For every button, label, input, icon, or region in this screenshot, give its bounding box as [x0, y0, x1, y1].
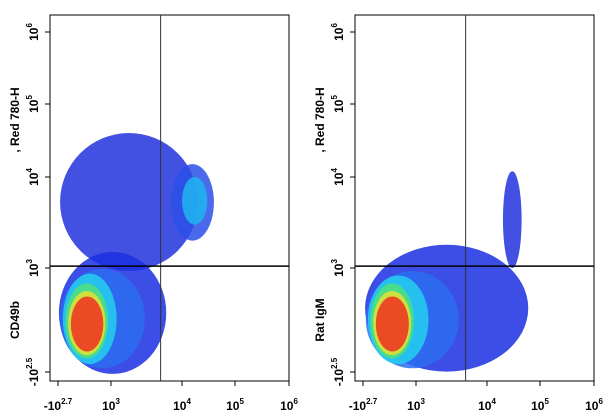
tick-base: 10: [102, 399, 116, 413]
y-tick-label: -102.5: [25, 357, 41, 386]
density-region: [70, 296, 104, 352]
tick-exponent: 3: [25, 259, 34, 264]
y-tick-label: 103: [25, 259, 41, 277]
x-tick-label: 104: [478, 397, 496, 413]
tick-exponent: 5: [544, 397, 549, 406]
tick-exponent: 6: [293, 397, 298, 406]
tick-base: 10: [27, 263, 41, 277]
tick-base: 10: [27, 99, 41, 113]
x-tick-label: -102.7: [349, 397, 378, 413]
y-tick-label: -102.5: [330, 357, 346, 386]
tick-exponent: 4: [491, 397, 496, 406]
tick-exponent: 3: [420, 397, 425, 406]
tick-base: 10: [27, 27, 41, 41]
tick-base: 10: [173, 399, 187, 413]
tick-base: 10: [407, 399, 421, 413]
tick-exponent: 5: [330, 95, 339, 100]
tick-base: 10: [280, 399, 294, 413]
tick-exponent: 4: [186, 397, 191, 406]
tick-exponent: 2.5: [25, 357, 34, 369]
tick-exponent: 2.5: [330, 357, 339, 369]
tick-base: 10: [226, 399, 240, 413]
y-tick-label: 105: [25, 95, 41, 113]
x-tick-label: 103: [102, 397, 120, 413]
tick-base: -10: [332, 369, 346, 387]
x-tick-label: -102.7: [44, 397, 73, 413]
tick-base: 10: [332, 172, 346, 186]
tick-exponent: 6: [598, 397, 603, 406]
tick-exponent: 6: [25, 23, 34, 28]
plot: -102.7 103 104 105 106-102.5103104105106Rat …: [313, 14, 603, 413]
tick-exponent: 4: [25, 168, 34, 173]
y-axis-label: , Red 780-H: [313, 87, 327, 152]
tick-exponent: 6: [330, 23, 339, 28]
y-tick-label: 106: [330, 23, 346, 41]
density-region: [182, 177, 208, 225]
y-axis-label: Rat IgM: [313, 298, 327, 341]
tick-base: 10: [27, 172, 41, 186]
tick-exponent: 3: [115, 397, 120, 406]
density: [58, 133, 214, 374]
tick-base: -10: [44, 399, 62, 413]
tick-base: 10: [332, 263, 346, 277]
density-region: [60, 133, 198, 271]
x-tick-label: 106: [585, 397, 603, 413]
tick-base: 10: [332, 99, 346, 113]
density-region: [375, 296, 409, 352]
x-tick-label: 103: [407, 397, 425, 413]
tick-exponent: 3: [330, 259, 339, 264]
x-tick-label: 104: [173, 397, 191, 413]
plot-frame: [354, 14, 595, 382]
tick-base: -10: [27, 369, 41, 387]
x-tick-label: 105: [531, 397, 549, 413]
tick-base: 10: [478, 399, 492, 413]
y-tick-label: 103: [330, 259, 346, 277]
y-tick-label: 104: [25, 168, 41, 186]
y-axis-label: , Red 780-H: [8, 87, 22, 152]
plot: -102.7 103 104 105 106-102.5103104105106CD49…: [8, 14, 298, 413]
density-region: [502, 171, 522, 268]
y-tick-label: 105: [330, 95, 346, 113]
x-tick-label: 105: [226, 397, 244, 413]
tick-base: 10: [332, 27, 346, 41]
y-tick-label: 106: [25, 23, 41, 41]
tick-exponent: 5: [25, 95, 34, 100]
density: [365, 171, 529, 372]
tick-exponent: 2.7: [61, 397, 73, 406]
tick-base: 10: [585, 399, 599, 413]
tick-exponent: 5: [239, 397, 244, 406]
tick-base: -10: [349, 399, 367, 413]
y-axis-label: CD49b: [8, 301, 22, 339]
y-tick-label: 104: [330, 168, 346, 186]
tick-exponent: 4: [330, 168, 339, 173]
tick-exponent: 2.7: [366, 397, 378, 406]
tick-base: 10: [531, 399, 545, 413]
plot-frame: [49, 14, 290, 382]
x-tick-label: 106: [280, 397, 298, 413]
